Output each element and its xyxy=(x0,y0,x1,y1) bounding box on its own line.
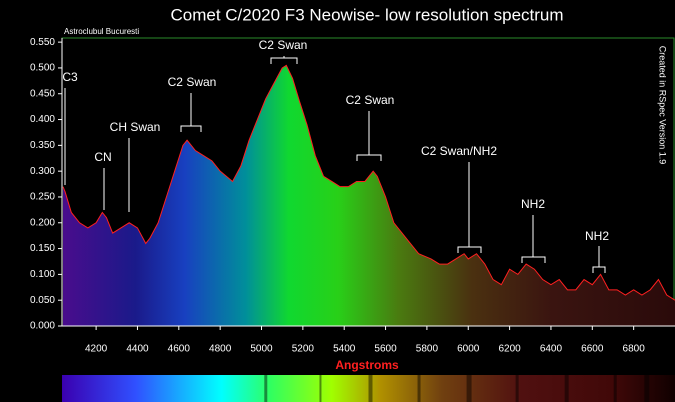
annotation-bracket xyxy=(521,256,546,263)
annotation-label: C2 Swan/NH2 xyxy=(421,144,497,158)
x-tick-label: 4600 xyxy=(168,344,191,355)
chart-title: Comet C/2020 F3 Neowise- low resolution … xyxy=(170,5,563,24)
x-axis-label: Angstroms xyxy=(335,358,399,372)
strip-band xyxy=(417,375,421,402)
strip-band xyxy=(319,375,322,402)
annotation-label: CN xyxy=(94,150,111,164)
annotation-bracket xyxy=(457,246,482,253)
y-tick-label: 0.350 xyxy=(30,140,55,151)
strip-band xyxy=(564,375,569,402)
strip-band xyxy=(644,375,650,402)
annotation-label: NH2 xyxy=(585,229,609,243)
x-tick-label: 6600 xyxy=(581,344,604,355)
x-tick-label: 5000 xyxy=(250,344,273,355)
annotation-bracket xyxy=(180,125,202,132)
y-tick-label: 0.400 xyxy=(30,114,55,125)
y-tick-label: 0.200 xyxy=(30,217,55,228)
strip-band xyxy=(613,375,617,402)
x-tick-label: 4400 xyxy=(126,344,149,355)
credit: Astroclubul Bucuresti xyxy=(64,27,139,36)
annotation-label: NH2 xyxy=(521,197,545,211)
y-tick-label: 0.150 xyxy=(30,243,55,254)
x-tick-label: 6400 xyxy=(540,344,563,355)
x-tick-label: 5600 xyxy=(374,344,397,355)
y-tick-label: 0.500 xyxy=(30,63,55,74)
x-tick-label: 6800 xyxy=(623,344,646,355)
y-tick-label: 0.100 xyxy=(30,269,55,280)
x-tick-label: 4800 xyxy=(209,344,232,355)
strip-band xyxy=(515,375,519,402)
x-tick-label: 6200 xyxy=(498,344,521,355)
software-note: Created in RSpec Version 1.9 xyxy=(658,46,668,165)
annotation-label: C2 Swan xyxy=(168,75,217,89)
annotation-bracket xyxy=(270,57,298,64)
strip-band xyxy=(368,375,373,402)
y-tick-label: 0.550 xyxy=(30,37,55,48)
spectrum-strip xyxy=(62,375,675,402)
annotation-label: C2 Swan xyxy=(259,38,308,52)
annotation-bracket xyxy=(356,154,382,161)
y-tick-label: 0.450 xyxy=(30,88,55,99)
annotation-label: CH Swan xyxy=(110,120,161,134)
strip-band xyxy=(466,375,472,402)
annotation-bracket xyxy=(592,266,606,273)
y-tick-label: 0.050 xyxy=(30,295,55,306)
y-tick-label: 0.000 xyxy=(30,321,55,332)
annotation-label: C3 xyxy=(62,70,78,84)
annotation-label: C2 Swan xyxy=(346,93,395,107)
area-fill xyxy=(63,65,675,327)
x-tick-label: 4200 xyxy=(85,344,108,355)
strip-band xyxy=(264,375,268,402)
x-tick-label: 5400 xyxy=(333,344,356,355)
x-tick-label: 6000 xyxy=(457,344,480,355)
spectrum-line xyxy=(62,64,675,301)
x-tick-label: 5800 xyxy=(416,344,439,355)
y-tick-label: 0.250 xyxy=(30,192,55,203)
y-tick-label: 0.300 xyxy=(30,166,55,177)
x-tick-label: 5200 xyxy=(292,344,315,355)
